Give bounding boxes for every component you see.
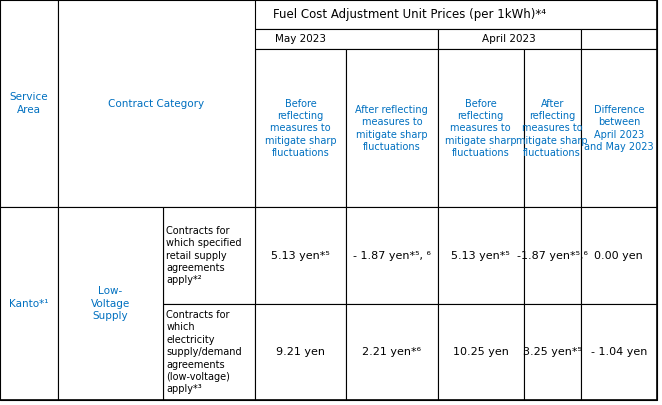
- Bar: [581, 29, 657, 49]
- Bar: [58, 49, 163, 207]
- Text: Before
reflecting
measures to
mitigate sharp
fluctuations: Before reflecting measures to mitigate s…: [265, 98, 336, 158]
- Text: Low-
Voltage
Supply: Low- Voltage Supply: [91, 286, 130, 321]
- Bar: [0, 207, 58, 401]
- Text: 2.21 yen*⁶: 2.21 yen*⁶: [362, 347, 422, 357]
- Bar: [0, 0, 163, 29]
- Bar: [581, 304, 657, 401]
- Bar: [346, 207, 438, 304]
- Text: Kanto*¹: Kanto*¹: [9, 299, 48, 309]
- Bar: [346, 49, 438, 207]
- Bar: [255, 49, 346, 207]
- Text: -1.87 yen*⁵,⁶: -1.87 yen*⁵,⁶: [517, 251, 588, 261]
- Bar: [0, 29, 163, 49]
- Text: Fuel Cost Adjustment Unit Prices (per 1kWh)*⁴: Fuel Cost Adjustment Unit Prices (per 1k…: [273, 8, 546, 21]
- Bar: [58, 207, 163, 401]
- Text: 5.13 yen*⁵: 5.13 yen*⁵: [271, 251, 330, 261]
- Bar: [163, 207, 255, 304]
- Bar: [438, 49, 524, 207]
- Text: Contract Category: Contract Category: [109, 99, 205, 109]
- Text: After reflecting
measures to
mitigate sharp
fluctuations: After reflecting measures to mitigate sh…: [355, 105, 428, 152]
- Bar: [524, 49, 581, 207]
- Text: - 1.04 yen: - 1.04 yen: [591, 347, 647, 357]
- Bar: [163, 29, 438, 49]
- Bar: [581, 49, 657, 207]
- Bar: [0, 49, 58, 207]
- Text: - 1.87 yen*⁵, ⁶: - 1.87 yen*⁵, ⁶: [353, 251, 431, 261]
- Text: 10.25 yen: 10.25 yen: [453, 347, 508, 357]
- Bar: [438, 207, 524, 304]
- Text: 5.13 yen*⁵: 5.13 yen*⁵: [451, 251, 510, 261]
- Bar: [255, 304, 346, 401]
- Bar: [524, 304, 581, 401]
- Bar: [581, 207, 657, 304]
- Bar: [163, 0, 657, 29]
- Bar: [346, 304, 438, 401]
- Text: 0.00 yen: 0.00 yen: [594, 251, 643, 261]
- Text: 9.21 yen: 9.21 yen: [276, 347, 325, 357]
- Bar: [58, 0, 255, 207]
- Text: Difference
between
April 2023
and May 2023: Difference between April 2023 and May 20…: [584, 105, 653, 152]
- Bar: [438, 304, 524, 401]
- Text: Contracts for
which specified
retail supply
agreements
apply*²: Contracts for which specified retail sup…: [166, 226, 242, 286]
- Text: After
reflecting
measures to
mitigate sharp
fluctuations: After reflecting measures to mitigate sh…: [516, 98, 588, 158]
- Text: 3.25 yen*⁵: 3.25 yen*⁵: [523, 347, 582, 357]
- Bar: [255, 207, 346, 304]
- Bar: [163, 304, 255, 401]
- Text: Service
Area: Service Area: [9, 92, 48, 115]
- Bar: [438, 29, 581, 49]
- Bar: [524, 207, 581, 304]
- Text: April 2023: April 2023: [482, 34, 536, 44]
- Bar: [0, 0, 58, 207]
- Bar: [163, 49, 255, 207]
- Text: Before
reflecting
measures to
mitigate sharp
fluctuations: Before reflecting measures to mitigate s…: [445, 98, 516, 158]
- Text: Contracts for
which
electricity
supply/demand
agreements
(low-voltage)
apply*³: Contracts for which electricity supply/d…: [166, 310, 242, 394]
- Text: May 2023: May 2023: [275, 34, 326, 44]
